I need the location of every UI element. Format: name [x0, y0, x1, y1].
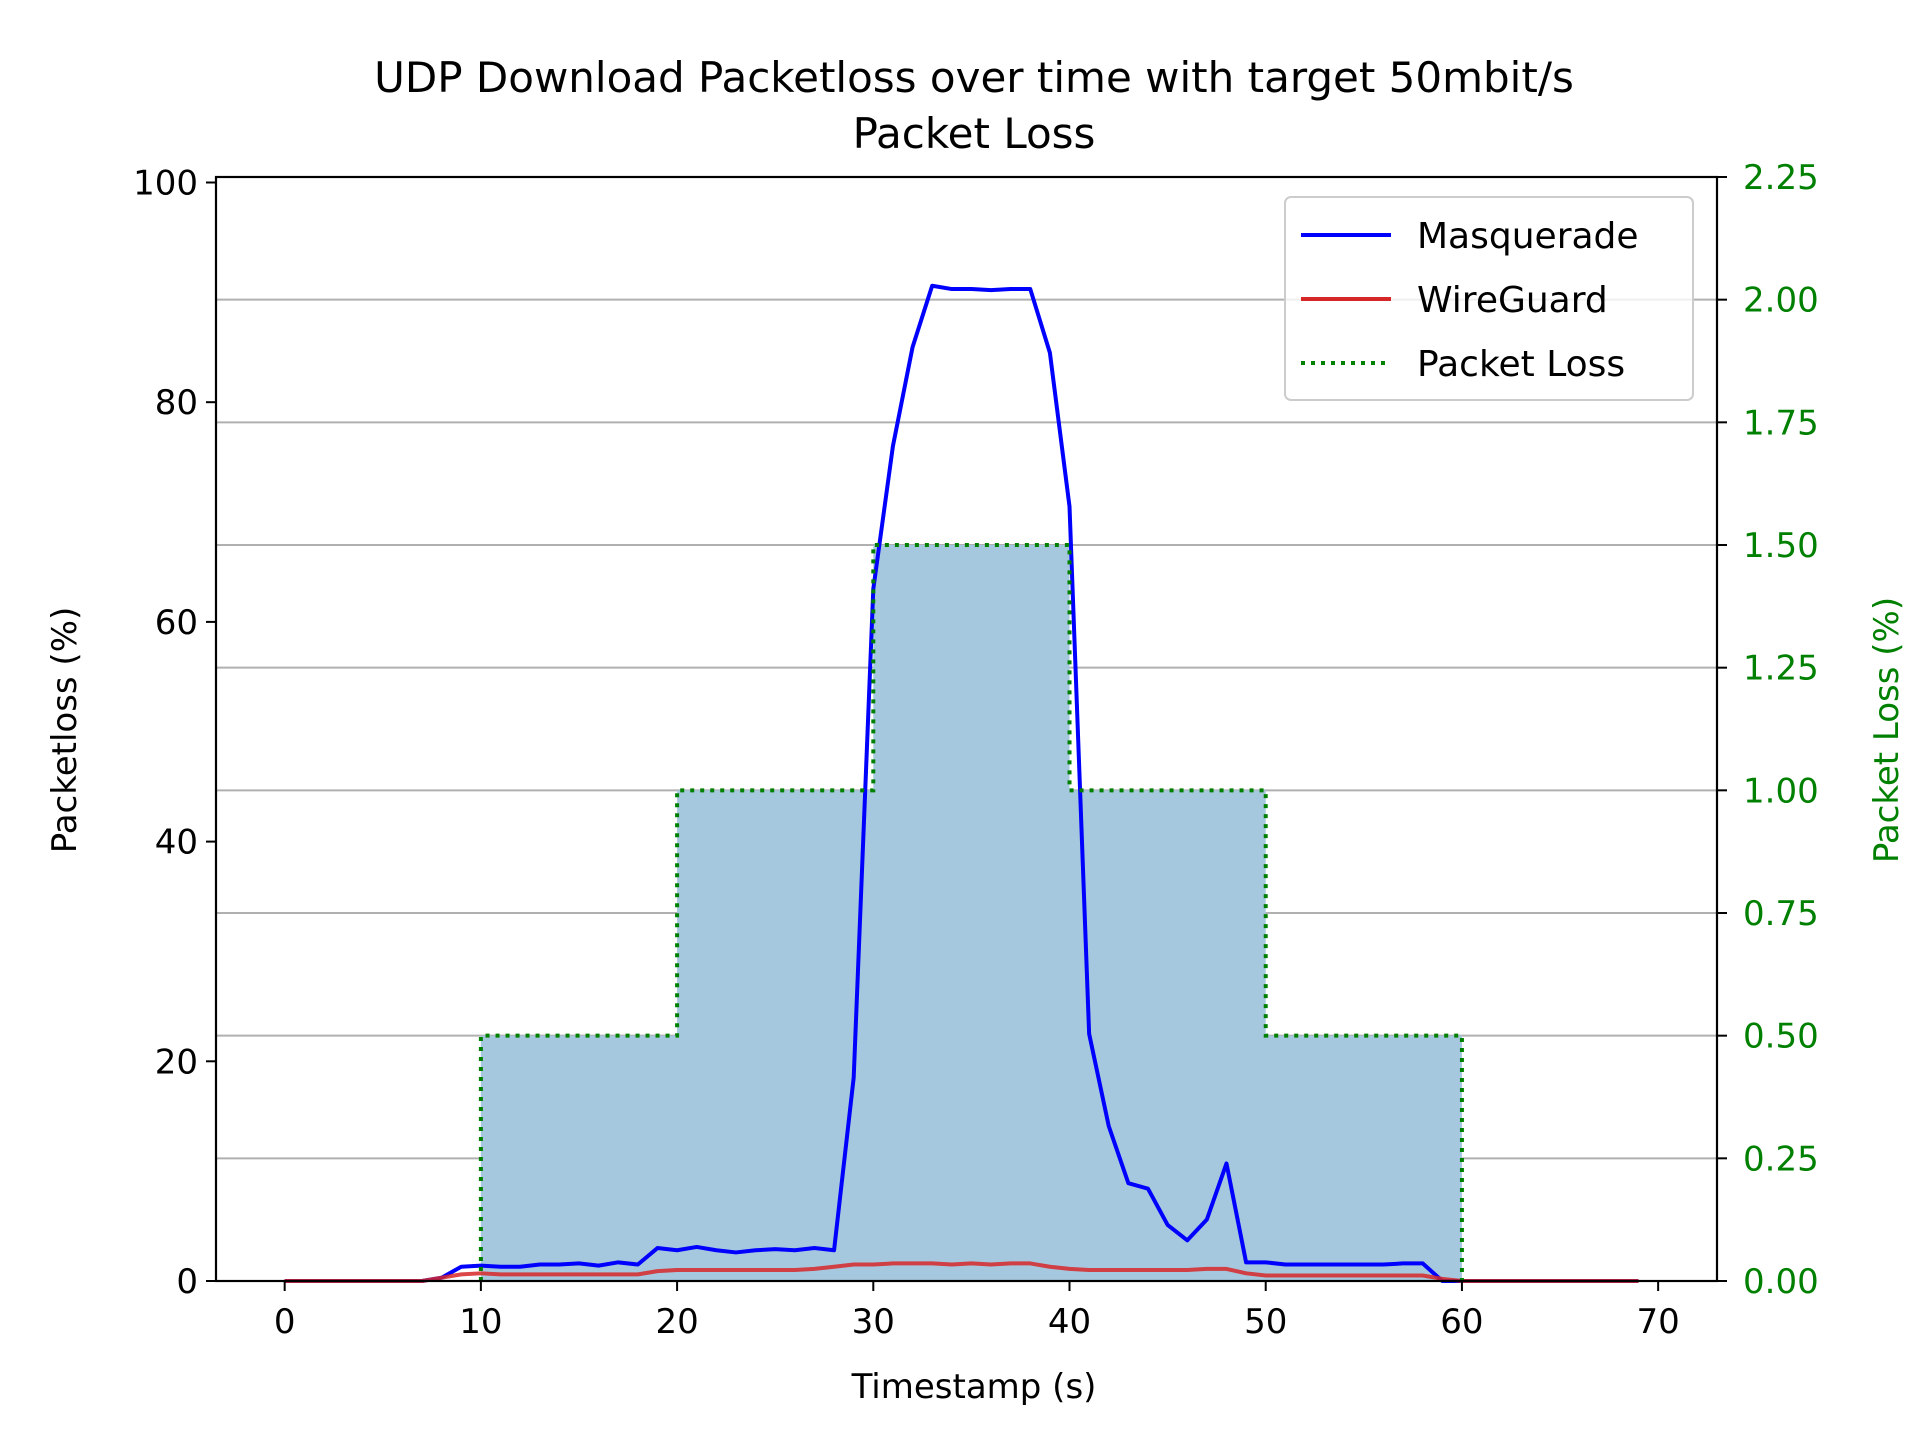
y-tick-label-5: 100	[133, 163, 198, 203]
y2-tick-label-5: 1.25	[1743, 649, 1819, 689]
y2-tick-label-7: 1.75	[1743, 403, 1819, 443]
y-axis-left: 0 20 40 60 80 100	[133, 163, 216, 1302]
x-tick-label-4: 40	[1048, 1302, 1091, 1342]
y2-tick-label-0: 0.00	[1743, 1262, 1819, 1302]
y2-tick-label-4: 1.00	[1743, 771, 1819, 811]
y2-tick-label-8: 2.00	[1743, 281, 1819, 321]
y2-tick-label-3: 0.75	[1743, 894, 1819, 934]
y2-tick-label-9: 2.25	[1743, 158, 1819, 198]
y-axis-label: Packetloss (%)	[45, 607, 85, 854]
x-axis-label: Timestamp (s)	[851, 1367, 1097, 1407]
y2-tick-label-1: 0.25	[1743, 1139, 1819, 1179]
x-tick-label-7: 70	[1637, 1302, 1680, 1342]
chart-title: UDP Download Packetloss over time with t…	[374, 53, 1574, 102]
y-tick-label-2: 40	[155, 823, 198, 863]
y-axis-right: 0.00 0.25 0.50 0.75 1.00 1.25 1.50 1.75 2.00 2.25	[1717, 158, 1819, 1302]
legend-label-0: Masquerade	[1417, 216, 1639, 257]
plot-frame	[214, 175, 1719, 1283]
packet-loss-fill	[480, 545, 1462, 1281]
x-axis: 0 10 20 30 40 50 60 70	[274, 1281, 1680, 1342]
y-tick-label-3: 60	[155, 603, 198, 643]
y2-tick-label-6: 1.50	[1743, 526, 1819, 566]
series-lines	[284, 283, 1639, 1283]
y2-axis-label: Packet Loss (%)	[1867, 597, 1907, 863]
packet-loss-area	[480, 545, 1462, 1281]
legend-label-2: Packet Loss	[1417, 344, 1625, 385]
chart-subtitle: Packet Loss	[853, 109, 1096, 158]
y2-tick-label-2: 0.50	[1743, 1017, 1819, 1057]
x-tick-label-6: 60	[1440, 1302, 1483, 1342]
x-tick-label-1: 10	[459, 1302, 502, 1342]
legend-box	[1284, 196, 1694, 401]
legend: Masquerade WireGuard Packet Loss	[1284, 196, 1694, 401]
y-tick-label-4: 80	[155, 383, 198, 423]
legend-label-1: WireGuard	[1417, 280, 1608, 321]
x-tick-label-2: 20	[655, 1302, 698, 1342]
y-tick-label-1: 20	[155, 1042, 198, 1082]
x-tick-label-5: 50	[1244, 1302, 1287, 1342]
x-tick-label-0: 0	[274, 1302, 296, 1342]
series-line-masquerade	[284, 283, 1639, 1283]
x-tick-label-3: 30	[852, 1302, 895, 1342]
series-line-wireguard	[284, 1261, 1639, 1283]
y-tick-label-0: 0	[176, 1262, 198, 1302]
